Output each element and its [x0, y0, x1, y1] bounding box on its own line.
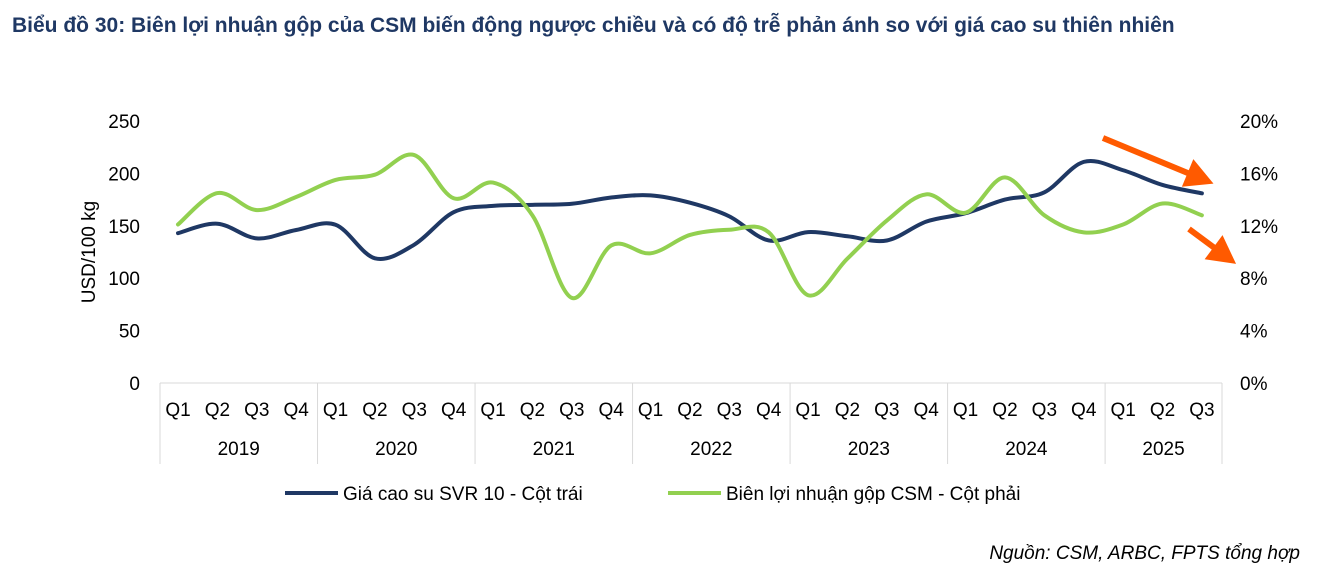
x-tick-label: Q1 — [953, 400, 978, 421]
x-tick-label: Q4 — [756, 400, 782, 421]
y2-tick-label: 8% — [1240, 269, 1268, 290]
price-series-line — [176, 159, 1204, 261]
x-group-label: 2021 — [533, 439, 575, 460]
x-tick-label: Q1 — [323, 400, 348, 421]
y-tick-label: 50 — [119, 322, 140, 343]
x-tick-label: Q2 — [205, 400, 230, 421]
legend-label: Giá cao su SVR 10 - Cột trái — [343, 484, 583, 505]
annotation-arrow-price-head — [1181, 159, 1214, 187]
x-tick-label: Q3 — [402, 400, 427, 421]
x-tick-label: Q2 — [520, 400, 545, 421]
x-group-label: 2022 — [690, 439, 732, 460]
x-tick-label: Q1 — [1110, 400, 1135, 421]
x-group-label: 2019 — [218, 439, 260, 460]
x-tick-label: Q4 — [599, 400, 625, 421]
y-tick-label: 150 — [108, 217, 140, 238]
y-axis-title: USD/100 kg — [79, 201, 100, 303]
annotation-arrow-margin-head — [1204, 235, 1237, 264]
chart-title: Biểu đồ 30: Biên lợi nhuận gộp của CSM b… — [12, 14, 1175, 37]
y2-tick-label: 0% — [1240, 374, 1268, 395]
x-tick-label: Q4 — [914, 400, 940, 421]
x-tick-label: Q3 — [1032, 400, 1057, 421]
y2-tick-label: 16% — [1240, 164, 1278, 185]
x-tick-label: Q1 — [638, 400, 663, 421]
y-tick-label: 200 — [108, 164, 140, 185]
x-tick-label: Q3 — [559, 400, 584, 421]
x-tick-label: Q2 — [362, 400, 387, 421]
x-tick-label: Q3 — [1189, 400, 1214, 421]
y-tick-label: 250 — [108, 112, 140, 133]
x-group-label: 2024 — [1005, 439, 1048, 460]
x-tick-label: Q2 — [677, 400, 702, 421]
y-tick-label: 100 — [108, 269, 140, 290]
x-tick-label: Q4 — [441, 400, 467, 421]
x-group-label: 2023 — [848, 439, 890, 460]
x-tick-label: Q1 — [795, 400, 820, 421]
x-group-label: 2020 — [375, 439, 417, 460]
legend-label: Biên lợi nhuận gộp CSM - Cột phải — [726, 484, 1020, 505]
x-tick-label: Q2 — [992, 400, 1017, 421]
margin-series-line — [176, 152, 1204, 300]
x-tick-label: Q2 — [1150, 400, 1175, 421]
x-tick-label: Q4 — [1071, 400, 1097, 421]
x-tick-label: Q3 — [244, 400, 269, 421]
x-tick-label: Q1 — [165, 400, 190, 421]
annotation-arrow-price — [1101, 135, 1197, 179]
y-tick-label: 0 — [129, 374, 140, 395]
x-tick-label: Q2 — [835, 400, 860, 421]
y2-tick-label: 4% — [1240, 322, 1268, 343]
x-tick-label: Q3 — [717, 400, 742, 421]
y2-tick-label: 12% — [1240, 217, 1278, 238]
x-tick-label: Q4 — [283, 400, 309, 421]
source-note: Nguồn: CSM, ARBC, FPTS tổng hợp — [989, 543, 1300, 564]
x-tick-label: Q1 — [480, 400, 505, 421]
x-tick-label: Q3 — [874, 400, 899, 421]
y2-tick-label: 20% — [1240, 112, 1278, 133]
x-group-label: 2025 — [1142, 439, 1184, 460]
